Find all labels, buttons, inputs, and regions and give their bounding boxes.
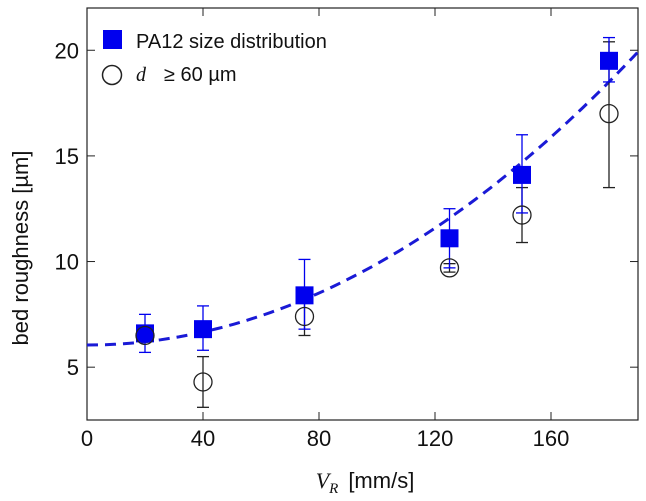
legend-label-d-symbol: d: [136, 64, 147, 86]
legend-label-pa12: PA12 size distribution: [136, 31, 327, 53]
data-point-circle: [294, 306, 315, 327]
data-point-square: [194, 320, 212, 339]
x-axis-title-subscript: R: [328, 481, 338, 497]
x-tick-label: 80: [307, 426, 331, 451]
data-point-square: [440, 229, 459, 248]
y-tick-label: 5: [67, 355, 79, 380]
legend-circle-marker: [101, 64, 123, 86]
x-axis-title-unit: [mm/s]: [348, 468, 414, 493]
fit-curve: [86, 50, 640, 347]
x-axis-title-symbol: V: [316, 468, 332, 493]
data-point-square: [136, 324, 154, 343]
data-point-circle: [135, 325, 155, 346]
legend-label-d-rest: ≥ 60 µm: [164, 64, 237, 86]
legend-square-marker: [103, 30, 122, 49]
x-tick-label: 0: [81, 426, 93, 451]
y-axis-title: bed roughness [µm]: [8, 151, 33, 346]
x-tick-label: 40: [191, 426, 215, 451]
data-point-circle: [193, 372, 213, 392]
y-tick-label: 20: [55, 38, 79, 63]
data-point-square: [513, 165, 531, 184]
svg-text:VR[mm/s]: VR [mm/s]: [316, 468, 415, 497]
x-axis-title: VR [mm/s]: [316, 468, 415, 497]
y-tick-label: 10: [55, 250, 79, 275]
x-tick-label: 120: [417, 426, 454, 451]
data-point-circle: [599, 103, 619, 124]
x-tick-label: 160: [533, 426, 570, 451]
plot-frame: [86, 7, 639, 421]
data-point-square: [600, 51, 618, 70]
data-point-circle: [512, 205, 532, 225]
y-tick-label: 15: [55, 144, 79, 169]
data-point-circle: [439, 258, 460, 278]
data-point-square: [295, 286, 314, 305]
